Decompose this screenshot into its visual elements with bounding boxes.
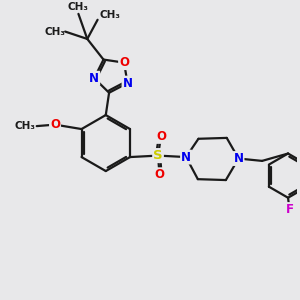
Text: O: O: [156, 130, 166, 143]
Text: CH₃: CH₃: [14, 121, 35, 131]
Text: CH₃: CH₃: [99, 10, 120, 20]
Text: N: N: [89, 72, 99, 85]
Text: N: N: [233, 152, 244, 165]
Text: N: N: [122, 76, 133, 90]
Text: S: S: [153, 149, 163, 162]
Text: CH₃: CH₃: [68, 2, 89, 12]
Text: N: N: [181, 151, 191, 164]
Text: O: O: [154, 168, 164, 181]
Text: F: F: [286, 203, 293, 216]
Text: O: O: [119, 56, 129, 69]
Text: CH₃: CH₃: [44, 27, 65, 37]
Text: O: O: [50, 118, 60, 131]
